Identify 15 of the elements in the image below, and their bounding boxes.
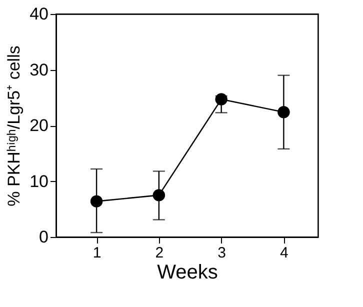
y-axis-title: % PKHʰⁱᵍʰ/Lgr5⁺ cells — [4, 46, 24, 206]
x-tick-label: 1 — [92, 244, 102, 262]
y-tick-label: 10 — [30, 172, 48, 191]
y-tick-label: 30 — [30, 60, 48, 80]
y-tick-label: 0 — [39, 228, 48, 246]
point — [278, 106, 290, 118]
y-tick-label: 20 — [30, 116, 48, 135]
point — [90, 195, 103, 208]
point — [152, 189, 166, 202]
x-axis-title: Weeks — [157, 262, 218, 284]
x-tick-label: 4 — [280, 244, 288, 262]
x-tick-label: 3 — [218, 244, 226, 262]
x-tick-label: 2 — [155, 244, 164, 262]
y-tick-label: 40 — [30, 4, 48, 24]
point — [215, 93, 228, 106]
